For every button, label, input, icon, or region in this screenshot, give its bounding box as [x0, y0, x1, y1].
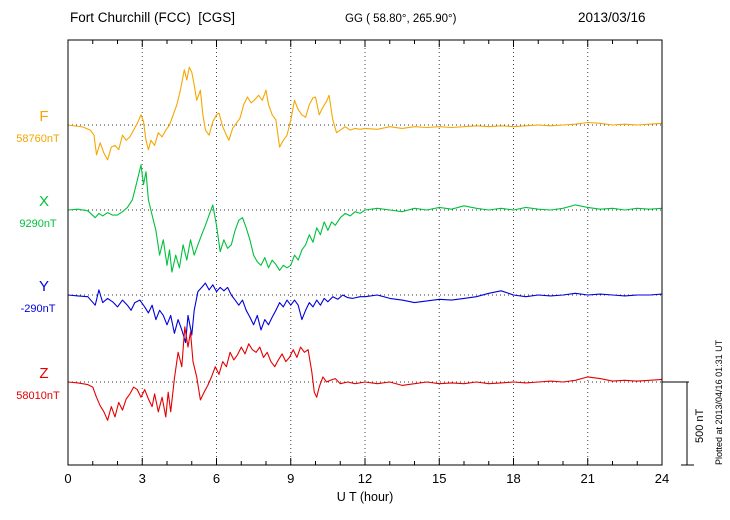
station-title: Fort Churchill (FCC) [CGS] — [70, 10, 236, 25]
series-name-X: X — [39, 193, 49, 210]
trace-F — [67, 66, 663, 161]
series-baseline-value-Z: 58010nT — [16, 390, 60, 402]
series-baseline-value-Y: -290nT — [21, 303, 56, 315]
x-tick-label: 12 — [358, 471, 372, 486]
x-tick-label: 15 — [432, 471, 446, 486]
x-tick-label: 24 — [655, 471, 669, 486]
x-axis-label: U T (hour) — [337, 490, 394, 504]
x-tick-label: 21 — [581, 471, 595, 486]
series-name-F: F — [39, 108, 48, 125]
x-tick-label: 9 — [287, 471, 294, 486]
series-name-Y: Y — [39, 278, 49, 295]
x-tick-label: 18 — [506, 471, 520, 486]
series-name-Z: Z — [39, 365, 48, 382]
x-tick-label: 0 — [64, 471, 71, 486]
x-tick-label: 3 — [139, 471, 146, 486]
geo-coords: GG ( 58.80°, 265.90°) — [345, 13, 457, 25]
x-tick-label: 6 — [213, 471, 220, 486]
plot-frame — [67, 39, 663, 466]
series-baseline-value-X: 9290nT — [19, 218, 57, 230]
trace-Z — [67, 326, 663, 421]
scale-bar-label: 500 nT — [694, 408, 706, 443]
trace-Y — [67, 282, 663, 344]
plotted-note: Plotted at 2013/04/16 01:31 UT — [714, 339, 724, 465]
series-baseline-value-F: 58760nT — [16, 133, 60, 145]
plot-date: 2013/03/16 — [578, 10, 646, 25]
trace-X — [67, 164, 663, 273]
